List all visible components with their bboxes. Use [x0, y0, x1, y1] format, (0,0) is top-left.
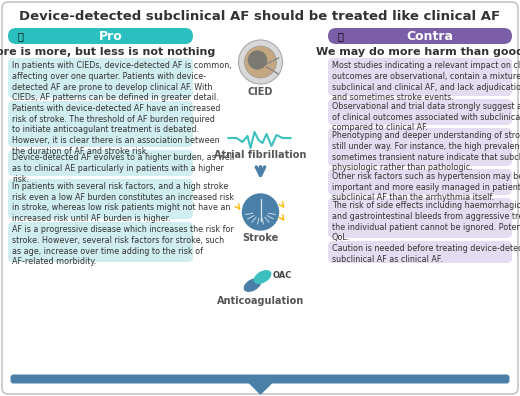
Text: The risk of side effects including haemorrhagic stroke
and gastrointestinal blee: The risk of side effects including haemo…: [332, 201, 520, 242]
Ellipse shape: [254, 271, 271, 283]
Text: We may do more harm than good: We may do more harm than good: [316, 47, 520, 57]
FancyBboxPatch shape: [8, 101, 193, 147]
Text: Patients with device-detected AF have an increased
risk of stroke. The threshold: Patients with device-detected AF have an…: [12, 104, 220, 156]
Polygon shape: [249, 382, 272, 394]
FancyBboxPatch shape: [10, 375, 510, 383]
FancyBboxPatch shape: [8, 222, 193, 262]
Text: 👍: 👍: [17, 31, 23, 41]
FancyBboxPatch shape: [8, 150, 193, 176]
Text: Anticoagulation: Anticoagulation: [217, 296, 304, 306]
FancyBboxPatch shape: [328, 198, 512, 238]
Circle shape: [244, 46, 277, 78]
FancyBboxPatch shape: [328, 99, 512, 125]
Text: Observational and trial data strongly suggest a lower risk
of clinical outcomes : Observational and trial data strongly su…: [332, 102, 520, 133]
Text: Caution is needed before treating device-detected
subclinical AF as clinical AF.: Caution is needed before treating device…: [332, 244, 520, 264]
FancyBboxPatch shape: [8, 179, 193, 219]
Text: Pro: Pro: [99, 29, 122, 42]
FancyBboxPatch shape: [328, 58, 512, 96]
Text: Atrial fibrillation: Atrial fibrillation: [214, 150, 307, 160]
Circle shape: [249, 51, 267, 69]
Text: More is more, but less is not nothing: More is more, but less is not nothing: [0, 47, 216, 57]
Text: Most studies indicating a relevant impact on clinical
outcomes are observational: Most studies indicating a relevant impac…: [332, 61, 520, 102]
Circle shape: [242, 194, 279, 230]
Text: 👎: 👎: [337, 31, 343, 41]
FancyBboxPatch shape: [328, 28, 512, 44]
Text: Phenotyping and deeper understanding of stroke risk is
still under way. For inst: Phenotyping and deeper understanding of …: [332, 131, 520, 172]
FancyBboxPatch shape: [328, 241, 512, 263]
Text: Device-detected AF evolves to a higher burden, as well
as to clinical AE particu: Device-detected AF evolves to a higher b…: [12, 153, 234, 183]
FancyBboxPatch shape: [8, 28, 193, 44]
Text: In patients with CIEDs, device-detected AF is common,
affecting over one quarter: In patients with CIEDs, device-detected …: [12, 61, 231, 102]
FancyBboxPatch shape: [8, 58, 193, 98]
Text: Device-detected subclinical AF should be treated like clinical AF: Device-detected subclinical AF should be…: [19, 10, 501, 23]
Text: OAC: OAC: [272, 272, 292, 280]
Text: AF is a progressive disease which increases the risk for
stroke. However, severa: AF is a progressive disease which increa…: [12, 225, 234, 266]
FancyBboxPatch shape: [328, 169, 512, 195]
Text: Contra: Contra: [407, 29, 453, 42]
Ellipse shape: [244, 279, 261, 291]
Circle shape: [239, 40, 282, 84]
Text: Stroke: Stroke: [242, 233, 279, 243]
Text: In patients with several risk factors, and a high stroke
risk even a low AF burd: In patients with several risk factors, a…: [12, 182, 234, 223]
FancyBboxPatch shape: [328, 128, 512, 166]
Text: Other risk factors such as hypertension may be more
important and more easily ma: Other risk factors such as hypertension …: [332, 172, 520, 202]
Text: CIED: CIED: [248, 87, 273, 97]
